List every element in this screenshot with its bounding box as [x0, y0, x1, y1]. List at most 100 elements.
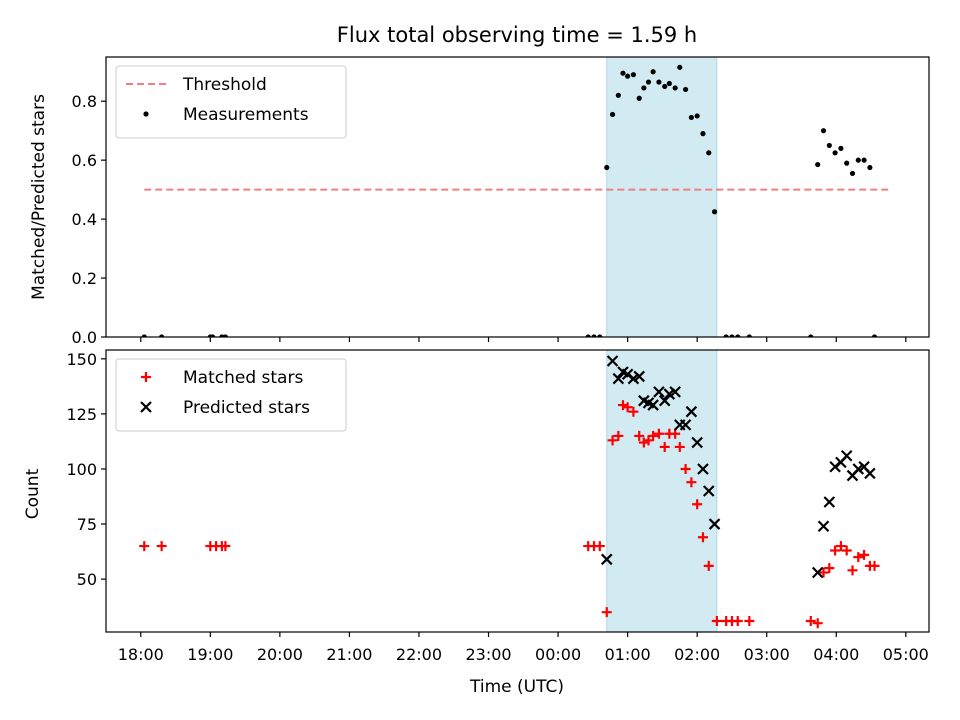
data-point	[645, 79, 652, 85]
data-point	[735, 334, 741, 337]
predicted-star-point	[606, 355, 619, 367]
predicted-star-point	[811, 566, 824, 579]
data-point	[672, 85, 678, 91]
data-point	[210, 334, 216, 337]
data-point	[694, 113, 700, 119]
y-tick-label: 50	[77, 570, 97, 589]
data-point	[820, 128, 827, 134]
predicted-star-point	[697, 463, 709, 475]
x-tick-label: 05:00	[883, 645, 929, 664]
matched-star-point	[622, 402, 633, 413]
data-point	[838, 145, 844, 151]
data-point	[222, 334, 228, 337]
matched-star-point	[617, 400, 628, 411]
legend-label: Predicted stars	[183, 398, 310, 418]
data-point	[861, 157, 867, 163]
legend-marker	[141, 372, 151, 382]
predicted-star-point	[685, 405, 698, 418]
y-tick-label: 150	[66, 350, 97, 369]
matched-star-point	[732, 615, 743, 626]
matched-star-point	[648, 430, 659, 441]
predicted-star-point	[864, 467, 876, 480]
data-point	[711, 209, 718, 215]
x-tick-label: 18:00	[118, 645, 164, 664]
top-y-axis-label: Matched/Predicted stars	[29, 94, 49, 300]
y-tick-label: 0.8	[72, 92, 97, 111]
data-point	[826, 142, 832, 149]
matched-star-point	[613, 430, 624, 441]
data-point	[650, 69, 656, 75]
plot-area	[141, 57, 889, 337]
legend-label: Measurements	[183, 105, 309, 125]
data-point	[844, 160, 850, 166]
data-point	[630, 72, 637, 78]
matched-star-point	[744, 615, 755, 626]
x-tick-label: 21:00	[326, 645, 372, 664]
predicted-star-point	[612, 372, 625, 385]
predicted-star-point	[702, 485, 715, 497]
predicted-star-point	[679, 419, 692, 431]
x-tick-label: 23:00	[465, 645, 511, 664]
axes-frame	[105, 349, 930, 633]
data-point	[677, 64, 683, 70]
x-tick-label: 02:00	[674, 645, 720, 664]
ratio-panel: 0.0 0.2 0.4 0.6 0.8 Threshold Measurements	[72, 56, 930, 347]
matched-star-point	[847, 565, 858, 576]
x-tick-label: 01:00	[605, 645, 651, 664]
data-point	[832, 150, 838, 156]
matched-star-point	[653, 428, 664, 439]
predicted-star-point	[669, 386, 681, 398]
axes-frame	[105, 56, 930, 338]
predicted-star-point	[840, 449, 853, 462]
data-point	[609, 111, 616, 118]
legend-label: Threshold	[182, 75, 267, 95]
count-panel: 50 75 100 125 150 18:00 19:00 20:00 21:00 22:00 23…	[66, 349, 930, 664]
x-tick-label: 20:00	[257, 645, 303, 664]
y-tick-label: 0.2	[72, 269, 97, 288]
legend-marker	[140, 401, 152, 413]
y-tick-label: 0.6	[72, 151, 97, 170]
matched-star-point	[853, 552, 864, 563]
matched-star-point	[594, 541, 605, 552]
predicted-star-point	[708, 518, 721, 530]
matched-star-point	[156, 541, 167, 552]
data-point	[682, 86, 689, 93]
legend: Threshold Measurements	[115, 65, 347, 139]
matched-star-point	[220, 541, 231, 552]
data-point	[706, 150, 712, 156]
data-point	[662, 83, 668, 90]
data-point	[615, 92, 621, 98]
matched-star-point	[601, 607, 612, 618]
x-tick-label: 03:00	[744, 645, 790, 664]
x-tick-label: 00:00	[535, 645, 581, 664]
y-tick-label: 0.4	[72, 210, 97, 229]
legend-box	[115, 65, 347, 139]
x-tick-label: 04:00	[813, 645, 859, 664]
data-point	[867, 164, 873, 171]
legend-label: Matched stars	[183, 368, 303, 388]
data-point	[849, 170, 856, 177]
data-point	[808, 334, 814, 337]
matched-star-point	[697, 532, 708, 543]
predicted-star-point	[817, 520, 830, 533]
data-point	[666, 80, 672, 87]
series-measurements	[141, 64, 878, 337]
matched-star-point	[703, 560, 714, 571]
matched-star-point	[686, 477, 697, 488]
predicted-star-point	[658, 394, 671, 407]
predicted-star-point	[653, 386, 665, 398]
data-point	[141, 334, 147, 337]
data-point	[585, 334, 591, 337]
matched-star-point	[638, 437, 649, 448]
legend: Matched stars Predicted stars	[115, 358, 347, 432]
data-point	[855, 157, 861, 163]
data-point	[656, 79, 662, 85]
data-point	[604, 164, 610, 171]
matched-star-point	[830, 545, 841, 556]
data-point	[641, 85, 647, 91]
matched-star-point	[670, 428, 681, 439]
matched-star-point	[824, 563, 835, 574]
series-predicted-stars	[600, 355, 876, 579]
plot-area	[139, 350, 880, 632]
